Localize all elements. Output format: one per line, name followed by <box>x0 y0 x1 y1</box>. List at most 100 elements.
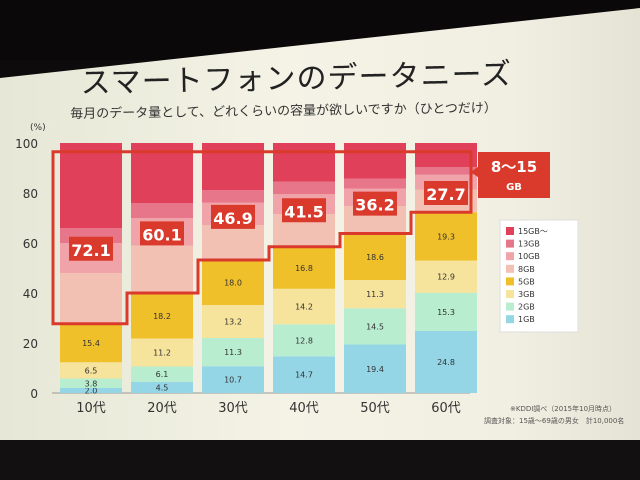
data-label: 15.4 <box>82 339 100 348</box>
data-label: 19.3 <box>437 232 455 241</box>
legend-swatch-2GB <box>506 302 514 311</box>
bar-segment-3GB <box>60 362 122 379</box>
bar-segment-5GB <box>131 293 193 339</box>
highlight-label-box <box>69 236 113 261</box>
source-note: ※KDDI調べ（2015年10月時点） <box>510 405 617 413</box>
data-label: 18.2 <box>153 312 171 321</box>
legend-swatch-10GB <box>506 252 514 261</box>
legend-swatch-1GB <box>506 315 514 324</box>
bar-segment-13GB <box>273 181 335 195</box>
legend-entry: 10GB <box>518 252 540 261</box>
survey-note: 調査対象：15歳〜69歳の男女 計10,000名 <box>484 417 625 425</box>
highlight-label-box <box>282 198 326 223</box>
data-label: 11.2 <box>153 349 171 358</box>
callout-box <box>478 152 550 198</box>
bar-segment-3GB <box>344 280 406 309</box>
data-label: 13.2 <box>224 318 242 327</box>
bar-segment-1GB <box>202 366 264 393</box>
bar-segment-13GB <box>344 178 406 189</box>
bar-segment-2GB <box>344 308 406 345</box>
data-label: 18.6 <box>366 253 384 262</box>
bar-segment-1GB <box>344 344 406 393</box>
bar-segment-3GB <box>202 305 264 338</box>
bar-segment-15GB〜 <box>60 143 122 228</box>
data-label: 14.2 <box>295 303 313 312</box>
legend-box <box>499 219 579 333</box>
bar-segment-8GB <box>202 225 264 260</box>
highlight-label-box <box>140 221 184 246</box>
legend-swatch-3GB <box>506 290 514 298</box>
callout-label-unit: GB <box>506 182 522 193</box>
bar-segment-13GB <box>131 203 193 218</box>
bar-segment-5GB <box>344 233 406 280</box>
highlight-label: 41.5 <box>284 202 323 221</box>
highlight-label-box <box>353 191 397 216</box>
highlight-label: 72.1 <box>71 241 110 260</box>
bar-segment-3GB <box>131 338 193 367</box>
y-tick-label: 100 <box>15 137 38 151</box>
highlight-label: 46.9 <box>213 209 252 228</box>
x-tick-label: 50代 <box>360 401 390 416</box>
data-label: 4.5 <box>156 383 169 392</box>
data-label: 11.3 <box>224 348 242 357</box>
bar-segment-13GB <box>415 167 477 175</box>
x-tick-label: 20代 <box>147 401 177 416</box>
bar-segment-5GB <box>202 260 264 305</box>
legend-entry: 15GB〜 <box>518 227 548 236</box>
bar-segment-3GB <box>415 260 477 293</box>
highlight-outline <box>51 150 473 326</box>
bar-segment-1GB <box>415 331 477 393</box>
callout-pointer <box>471 166 479 178</box>
y-axis-unit: (%) <box>30 123 46 133</box>
x-tick-label: 40代 <box>289 401 319 416</box>
data-label: 18.0 <box>224 279 242 288</box>
y-tick-label: 40 <box>23 287 38 301</box>
data-label: 3.8 <box>85 379 98 388</box>
data-label: 11.3 <box>366 290 384 299</box>
data-label: 24.8 <box>437 358 455 367</box>
legend-swatch-5GB <box>506 277 514 286</box>
highlight-label-box <box>211 204 255 229</box>
legend-swatch-15GB〜 <box>506 227 514 235</box>
data-label: 14.5 <box>366 322 384 331</box>
callout-label: 8〜15 <box>491 158 537 176</box>
data-label: 6.1 <box>156 370 169 379</box>
data-label: 2.0 <box>85 387 98 396</box>
data-label: 16.8 <box>295 264 313 273</box>
data-label: 12.9 <box>437 273 455 282</box>
bar-segment-15GB〜 <box>344 143 406 179</box>
y-tick-label: 20 <box>23 337 38 351</box>
legend-entry: 3GB <box>518 290 535 299</box>
legend-entry: 5GB <box>518 277 535 286</box>
legend-entry: 13GB <box>518 240 540 249</box>
bar-segment-15GB〜 <box>202 143 264 190</box>
legend-entry: 8GB <box>518 265 535 274</box>
bar-segment-3GB <box>273 288 335 325</box>
data-label: 14.7 <box>295 371 313 380</box>
data-label: 19.4 <box>366 365 384 374</box>
x-tick-label: 60代 <box>431 401 461 416</box>
bar-segment-8GB <box>60 273 122 324</box>
dark-background-bottom <box>0 440 640 480</box>
bar-segment-2GB <box>415 292 477 331</box>
legend-entry: 2GB <box>518 303 535 312</box>
data-label: 10.7 <box>224 376 242 385</box>
y-tick-label: 0 <box>30 387 38 401</box>
bar-segment-15GB〜 <box>415 143 477 168</box>
bar-segment-2GB <box>131 366 193 382</box>
data-label: 12.8 <box>295 336 313 345</box>
x-tick-label: 10代 <box>76 401 106 416</box>
highlight-label: 36.2 <box>355 196 394 215</box>
legend-swatch-13GB <box>506 239 514 248</box>
bar-segment-5GB <box>415 212 477 261</box>
bar-segment-1GB <box>60 388 122 393</box>
bar-segment-8GB <box>131 245 193 293</box>
y-tick-label: 60 <box>23 237 38 251</box>
data-label: 15.3 <box>437 308 455 317</box>
bar-segment-2GB <box>202 338 264 367</box>
y-tick-label: 80 <box>23 187 38 201</box>
x-tick-label: 30代 <box>218 401 248 416</box>
legend-entry: 1GB <box>518 315 535 324</box>
